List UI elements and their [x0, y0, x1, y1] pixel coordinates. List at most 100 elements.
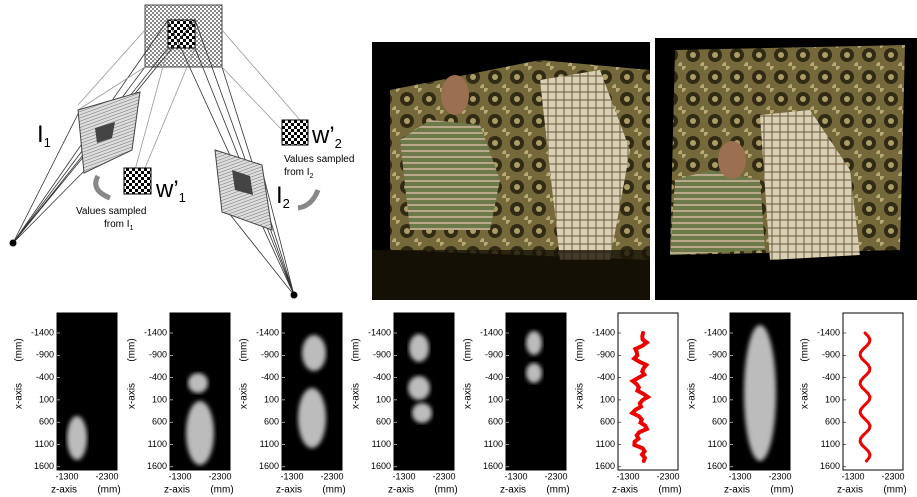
y-tick-label: -900: [485, 350, 503, 360]
x-axis-label: z-axis: [276, 485, 302, 496]
y-axis-unit: (mm): [800, 338, 811, 361]
x-tick-label: -1300: [280, 471, 303, 481]
x-tick-label: -2300: [881, 471, 904, 481]
y-axis-unit: (mm): [687, 338, 698, 361]
y-axis-label: x-axis: [575, 383, 586, 409]
y-axis-label: x-axis: [239, 383, 250, 409]
y-tick-label: -900: [261, 350, 279, 360]
y-tick-label: 1600: [34, 461, 54, 471]
y-axis-label: x-axis: [800, 383, 811, 409]
x-axis-label: z-axis: [500, 485, 526, 496]
y-tick-label: -1400: [368, 327, 391, 337]
y-tick-label: -900: [36, 350, 54, 360]
x-axis-unit: (mm): [770, 485, 793, 496]
arrow-2: [298, 190, 318, 208]
y-axis-label: x-axis: [463, 383, 474, 409]
intensity-streak: [409, 334, 429, 362]
x-axis-label: z-axis: [612, 485, 638, 496]
x-tick-label: -2300: [432, 471, 455, 481]
intensity-streak: [526, 331, 542, 355]
y-axis-unit: (mm): [351, 338, 362, 361]
y-tick-label: 1100: [821, 439, 840, 449]
x-tick-label: -1300: [392, 471, 415, 481]
photo-left: [372, 42, 650, 300]
y-tick-label: 100: [152, 394, 167, 404]
y-tick-label: 1100: [596, 439, 615, 449]
y-tick-label: 1600: [595, 461, 615, 471]
y-tick-label: 600: [600, 417, 615, 427]
y-tick-label: 1600: [259, 461, 279, 471]
x-axis-unit: (mm): [883, 485, 906, 496]
note: from I2: [284, 167, 314, 180]
y-tick-label: -1400: [31, 327, 54, 337]
y-tick-label: 1600: [483, 461, 503, 471]
y-tick-label: 600: [152, 417, 167, 427]
y-axis-label: x-axis: [127, 383, 138, 409]
y-tick-label: -900: [709, 350, 727, 360]
y-tick-label: -400: [485, 372, 503, 382]
depth-plots: -1400-900-40010060011001600-1300-2300x-a…: [14, 313, 907, 496]
x-axis-unit: (mm): [97, 485, 120, 496]
x-axis-label: z-axis: [837, 485, 863, 496]
y-tick-label: -1400: [144, 327, 167, 337]
figure: I1 I2 w’1 w’2 Values sampled from I1 Val…: [0, 0, 917, 497]
x-axis-unit: (mm): [546, 485, 569, 496]
y-tick-label: 1100: [260, 439, 279, 449]
y-tick-label: -900: [822, 350, 840, 360]
note: Values sampled: [284, 154, 354, 165]
y-tick-label: -400: [597, 372, 615, 382]
image-label: I2: [276, 182, 290, 211]
x-axis-unit: (mm): [322, 485, 345, 496]
y-axis-unit: (mm): [14, 338, 25, 361]
y-tick-label: 600: [39, 417, 54, 427]
intensity-streak: [412, 403, 432, 423]
y-tick-label: -900: [149, 350, 167, 360]
y-tick-label: 600: [712, 417, 727, 427]
y-tick-label: -400: [822, 372, 840, 382]
y-tick-label: -1400: [480, 327, 503, 337]
x-axis-unit: (mm): [210, 485, 233, 496]
intensity-streak: [67, 416, 87, 460]
depth-plot: -1400-900-40010060011001600-1300-2300x-a…: [575, 313, 682, 496]
y-tick-label: -1400: [817, 327, 840, 337]
x-tick-label: -1300: [728, 471, 751, 481]
y-axis-unit: (mm): [239, 338, 250, 361]
y-tick-label: 1100: [35, 439, 54, 449]
y-tick-label: 1600: [707, 461, 727, 471]
plot-area: [57, 313, 117, 470]
y-tick-label: 600: [825, 417, 840, 427]
y-axis-unit: (mm): [127, 338, 138, 361]
depth-plot: -1400-900-40010060011001600-1300-2300x-a…: [800, 313, 907, 496]
x-axis-label: z-axis: [164, 485, 190, 496]
y-tick-label: -1400: [592, 327, 615, 337]
y-tick-label: 600: [264, 417, 279, 427]
intensity-streak: [526, 363, 542, 383]
intensity-streak: [298, 388, 326, 448]
x-axis-unit: (mm): [434, 485, 457, 496]
y-tick-label: -900: [373, 350, 391, 360]
y-tick-label: -400: [36, 372, 54, 382]
x-tick-label: -1300: [504, 471, 527, 481]
intensity-streak: [188, 373, 208, 393]
camera-1: [10, 240, 17, 247]
y-tick-label: 1600: [147, 461, 167, 471]
y-tick-label: 1600: [371, 461, 391, 471]
image-label: I1: [37, 121, 51, 150]
x-tick-label: -2300: [544, 471, 567, 481]
y-axis-label: x-axis: [351, 383, 362, 409]
y-tick-label: 1100: [148, 439, 167, 449]
y-tick-label: -400: [709, 372, 727, 382]
x-axis-label: z-axis: [388, 485, 414, 496]
y-tick-label: -900: [597, 350, 615, 360]
x-axis-unit: (mm): [658, 485, 681, 496]
y-tick-label: -1400: [256, 327, 279, 337]
x-axis-label: z-axis: [51, 485, 77, 496]
y-tick-label: -1400: [704, 327, 727, 337]
arrow-1: [96, 176, 110, 198]
diagram: I1 I2 w’1 w’2 Values sampled from I1 Val…: [10, 5, 355, 299]
intensity-streak: [302, 335, 326, 371]
depth-plot: -1400-900-40010060011001600-1300-2300x-a…: [687, 313, 794, 496]
y-tick-label: 1600: [820, 461, 840, 471]
depth-plot: -1400-900-40010060011001600-1300-2300x-a…: [127, 313, 234, 496]
y-tick-label: -400: [373, 372, 391, 382]
